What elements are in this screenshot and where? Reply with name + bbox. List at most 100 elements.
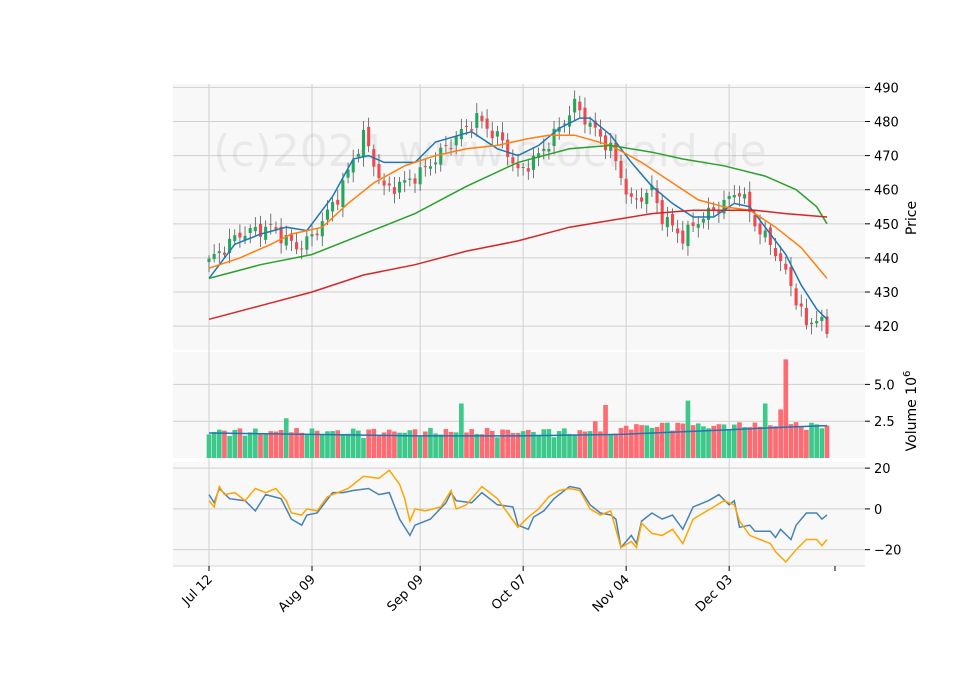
volume-bar xyxy=(371,428,377,458)
volume-bar xyxy=(608,434,614,458)
volume-label-unit: 10 xyxy=(904,377,920,395)
candle-body xyxy=(768,227,772,245)
volume-bar xyxy=(577,430,583,458)
candle-body xyxy=(531,155,535,170)
volume-bar xyxy=(474,433,480,458)
candle-body xyxy=(454,136,458,146)
volume-bar xyxy=(804,429,809,458)
candle-body xyxy=(408,178,412,180)
moving-average-line xyxy=(208,117,828,320)
volume-bar xyxy=(731,424,737,458)
candle-body xyxy=(707,207,711,220)
volume-bar xyxy=(556,431,562,458)
candle-body xyxy=(743,194,747,199)
candle-body xyxy=(650,185,654,191)
candle-body xyxy=(640,197,644,202)
volume-bar xyxy=(783,359,789,458)
candle-body xyxy=(784,263,788,270)
candle-body xyxy=(789,267,793,287)
volume-bar xyxy=(407,430,413,458)
volume-bar xyxy=(206,434,212,458)
volume-bar xyxy=(412,429,418,458)
candle-body xyxy=(521,167,525,169)
x-tick-label: Sep 09 xyxy=(384,572,427,615)
volume-bar xyxy=(448,431,454,458)
candle-body xyxy=(701,218,705,223)
volume-bar xyxy=(690,425,696,458)
candle-body xyxy=(310,234,314,237)
watermark: (c)2024 www.stockoid.de xyxy=(213,126,767,177)
candle-body xyxy=(511,157,515,164)
candle-body xyxy=(284,235,288,246)
candle-body xyxy=(645,192,649,204)
candle-body xyxy=(825,316,829,334)
volume-bar xyxy=(773,426,778,458)
candle-body xyxy=(228,238,232,253)
volume-bar xyxy=(505,429,511,458)
candle-body xyxy=(387,183,391,186)
candle-body xyxy=(557,127,561,132)
volume-bar xyxy=(402,432,408,458)
candle-body xyxy=(269,223,273,225)
volume-bar xyxy=(665,422,670,458)
candle-body xyxy=(248,228,252,234)
candle-body xyxy=(485,118,489,129)
volume-bar xyxy=(649,428,655,458)
volume-label-text: Volume xyxy=(904,399,920,451)
candle-body xyxy=(712,207,716,211)
candle-body xyxy=(243,235,247,241)
volume-bar xyxy=(634,424,639,458)
price-axis-label: Price xyxy=(904,201,920,235)
candle-body xyxy=(238,232,242,238)
volume-bar xyxy=(747,427,753,458)
candle-body xyxy=(691,222,695,226)
candle-body xyxy=(418,167,422,185)
x-tick-label: Oct 07 xyxy=(489,572,530,613)
candle-body xyxy=(552,128,556,147)
candle-body xyxy=(547,148,551,152)
volume-bar xyxy=(304,434,310,458)
volume-bar xyxy=(675,422,680,458)
candle-body xyxy=(676,228,680,234)
candle-body xyxy=(686,224,690,247)
volume-bar xyxy=(417,436,423,458)
volume-bar xyxy=(726,429,732,458)
volume-bar xyxy=(350,428,356,458)
candle-body xyxy=(403,180,407,183)
volume-bar xyxy=(469,429,474,458)
candle-body xyxy=(593,120,597,128)
candle-body xyxy=(253,226,257,232)
x-tick-label: Nov 04 xyxy=(590,572,633,615)
candle-body xyxy=(336,199,340,205)
candle-body xyxy=(670,214,675,226)
oscillator-tick-label: 20 xyxy=(874,462,891,477)
candle-body xyxy=(320,221,324,237)
candle-body xyxy=(341,180,345,208)
volume-bar xyxy=(623,425,629,458)
candle-body xyxy=(542,148,546,151)
candle-body xyxy=(629,193,633,197)
candle-body xyxy=(274,227,278,230)
candle-body xyxy=(604,135,608,151)
candle-body xyxy=(382,180,386,186)
volume-bar xyxy=(392,431,397,458)
volume-bar xyxy=(495,437,500,458)
candle-body xyxy=(634,198,638,200)
candle-body xyxy=(624,178,628,195)
volume-bar xyxy=(294,427,299,458)
volume-bar xyxy=(618,427,624,458)
candle-body xyxy=(356,153,360,157)
volume-bar xyxy=(685,400,691,458)
volume-bar xyxy=(330,431,335,458)
candle-body xyxy=(444,145,448,147)
volume-axis-label: Volume 106 xyxy=(902,371,920,452)
candle-body xyxy=(573,98,577,113)
oscillator-line xyxy=(208,469,828,564)
volume-bar xyxy=(536,434,541,458)
volume-bar xyxy=(639,425,644,458)
volume-bar xyxy=(592,421,598,458)
candle-body xyxy=(794,288,798,306)
candle-body xyxy=(423,166,427,168)
candle-body xyxy=(753,214,757,227)
candle-body xyxy=(279,226,283,244)
